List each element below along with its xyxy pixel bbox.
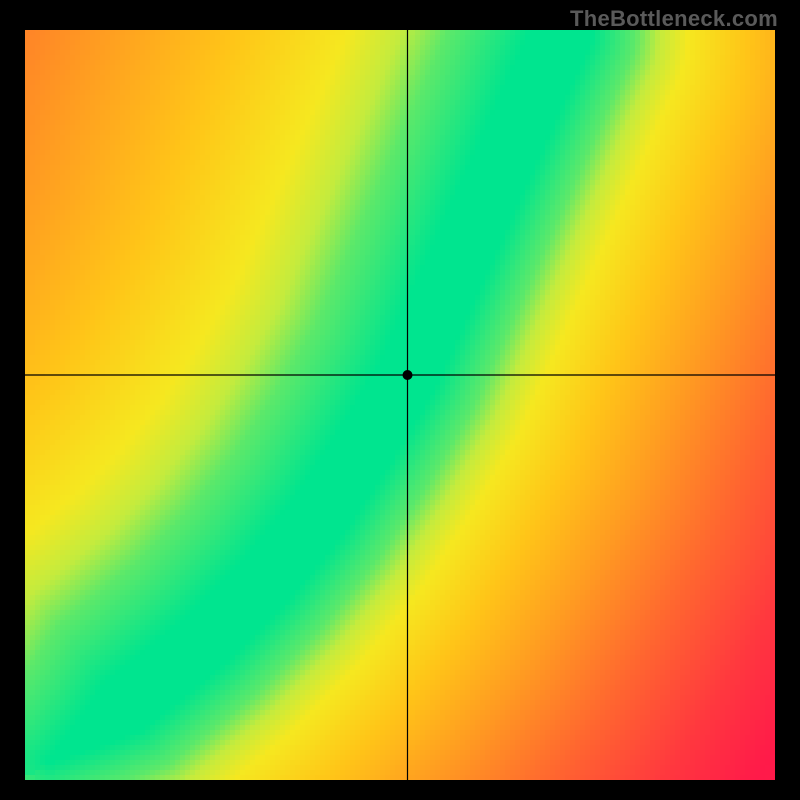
watermark-text: TheBottleneck.com [570,6,778,32]
heatmap-canvas [25,30,775,780]
chart-container: TheBottleneck.com [0,0,800,800]
plot-area [25,30,775,780]
